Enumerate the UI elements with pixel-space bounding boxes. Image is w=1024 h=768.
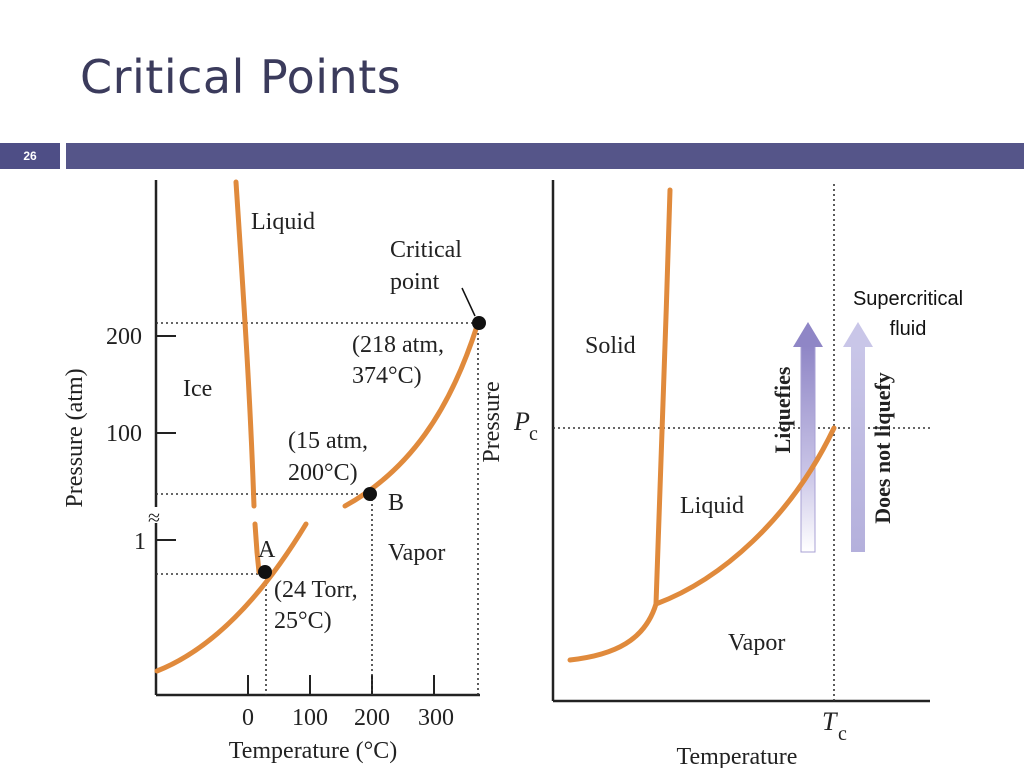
critical-point-value-1: (218 atm,: [352, 332, 444, 358]
point-b-value-1: (15 atm,: [288, 428, 368, 454]
y-tick-label-100: 100: [106, 421, 142, 447]
left-y-axis-label: Pressure (atm): [62, 368, 88, 507]
vaporization-curve-lower: [154, 521, 309, 674]
point-b-value-2: 200°C): [288, 460, 358, 486]
supercritical-label-line2: fluid: [890, 318, 927, 340]
solid-liquid-boundary: [653, 187, 673, 607]
right-phase-diagram: Pressure Temperature P c T c Liquefies D…: [479, 180, 963, 768]
melting-curve-lower: [252, 521, 262, 575]
x-tick-label-200: 200: [354, 705, 390, 731]
x-tick-label-100: 100: [292, 705, 328, 731]
solid-vapor-boundary: [567, 601, 659, 663]
right-x-axis-label: Temperature: [677, 744, 798, 768]
y-tick-label-1: 1: [134, 529, 146, 555]
region-solid-label: Solid: [585, 333, 636, 359]
point-b-label: B: [388, 490, 404, 516]
region-ice-label: Ice: [183, 376, 212, 402]
does-not-liquefy-label: Does not liquefy: [870, 372, 895, 524]
axis-break-gap: [140, 507, 480, 523]
region-vapor-label-right: Vapor: [728, 630, 785, 656]
point-a-value-1: (24 Torr,: [274, 577, 358, 603]
point-a-label: A: [258, 537, 276, 563]
critical-point-title-1: Critical: [390, 237, 462, 263]
melting-curve-upper: [233, 179, 257, 509]
supercritical-label-line1: Supercritical: [853, 288, 963, 310]
axis-break-icon: ≈: [148, 505, 160, 530]
tc-label: T: [822, 707, 838, 736]
title-divider-bar: [66, 143, 1024, 169]
y-tick-label-200: 200: [106, 324, 142, 350]
slide-title: Critical Points: [80, 50, 402, 104]
x-tick-label-0: 0: [242, 705, 254, 731]
critical-point-leader: [461, 287, 476, 317]
point-a-marker: [258, 565, 272, 579]
critical-point-title-2: point: [390, 269, 440, 295]
left-x-axis-label: Temperature (°C): [229, 738, 398, 764]
region-vapor-label: Vapor: [388, 540, 445, 566]
right-guide-lines: [553, 184, 930, 701]
critical-point-value-2: 374°C): [352, 363, 422, 389]
critical-point-marker: [472, 316, 486, 330]
liquefies-label: Liquefies: [770, 366, 795, 453]
slide-number: 26: [0, 143, 60, 169]
point-b-marker: [363, 487, 377, 501]
does-not-liquefy-arrow: [843, 322, 873, 552]
region-liquid-label: Liquid: [251, 209, 315, 235]
liquid-vapor-boundary: [653, 425, 837, 607]
pc-subscript: c: [529, 423, 538, 445]
region-liquid-label-right: Liquid: [680, 493, 744, 519]
x-tick-label-300: 300: [418, 705, 454, 731]
point-a-value-2: 25°C): [274, 608, 332, 634]
liquefies-arrow: [793, 322, 823, 553]
left-guide-lines: [156, 322, 479, 695]
right-phase-curves: [567, 187, 837, 663]
tc-subscript: c: [838, 723, 847, 745]
left-phase-diagram: ≈ 200 100 1 0 100 200 300 Temperature (°…: [62, 179, 486, 764]
pc-label: P: [513, 407, 530, 436]
right-y-axis-label: Pressure: [479, 381, 505, 462]
